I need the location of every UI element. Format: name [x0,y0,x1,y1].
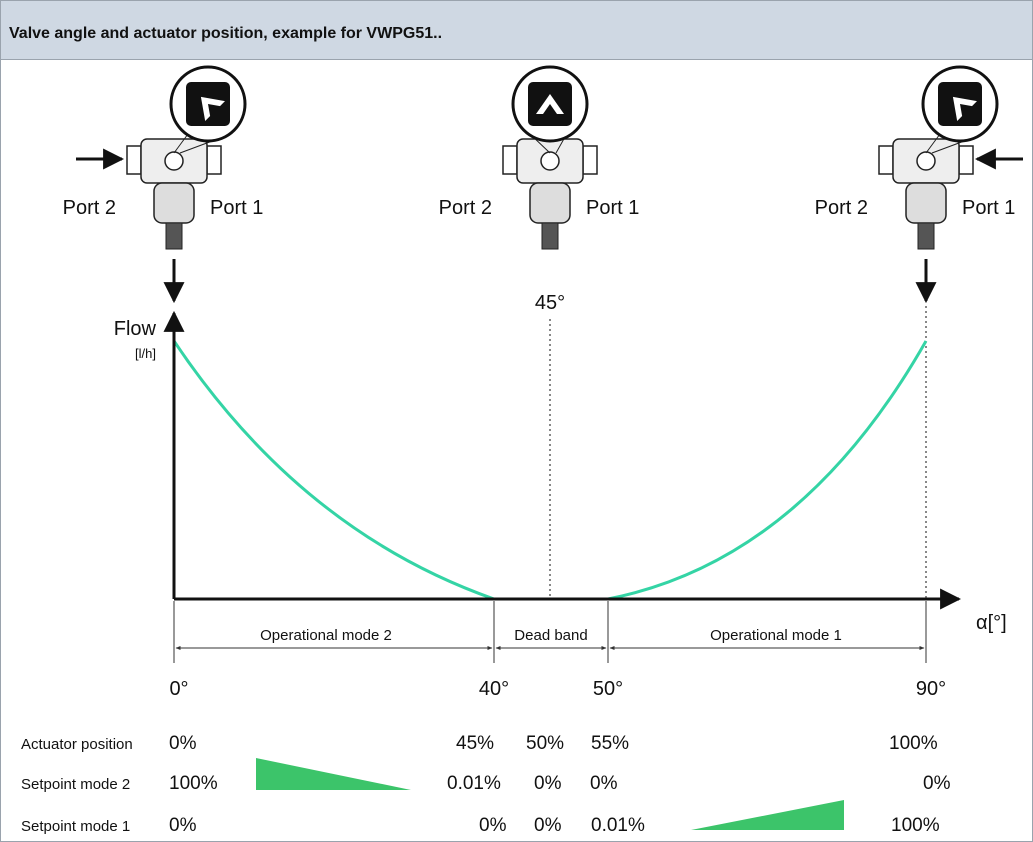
valve-stem [917,152,935,170]
row-label: Setpoint mode 2 [21,776,130,793]
row-value: 50% [526,733,564,754]
row-value: 0% [534,773,562,794]
valve-port [583,146,597,174]
valve-port [959,146,973,174]
valve-port [503,146,517,174]
valve-port [207,146,221,174]
valve: Port 2 Port 1 [439,67,640,249]
y-axis-label: Flow [114,318,157,340]
port-label: Port 1 [962,197,1015,219]
actuator [906,183,946,223]
row-value: 100% [889,733,938,754]
valve-port [127,146,141,174]
row-value: 0% [534,815,562,836]
actuator-knob [918,223,934,249]
row-value: 0.01% [591,815,645,836]
row-value: 100% [891,815,940,836]
header: Valve angle and actuator position, examp… [1,1,1032,60]
port-label: Port 2 [815,197,868,219]
region-label: Operational mode 1 [710,627,842,644]
port-label: Port 2 [63,197,116,219]
actuator-knob [542,223,558,249]
row-value: 45% [456,733,494,754]
region-label: Operational mode 2 [260,627,392,644]
valve-stem [541,152,559,170]
x-axis-label: α[°] [976,612,1007,634]
angle-tick-label: 90° [916,678,946,700]
angle-tick-label: 40° [479,678,509,700]
row-value: 100% [169,773,218,794]
valve-stem [165,152,183,170]
port-label: Port 2 [439,197,492,219]
y-axis-unit: [l/h] [135,346,156,361]
row-value: 0% [169,733,197,754]
row-value: 0% [479,815,507,836]
angle-marker: 45° [535,292,565,314]
angle-tick-label: 50° [593,678,623,700]
port-label: Port 1 [210,197,263,219]
frame: Valve angle and actuator position, examp… [0,0,1033,842]
angle-tick-label: 0° [169,678,188,700]
row-value: 55% [591,733,629,754]
port-label: Port 1 [586,197,639,219]
region-label: Dead band [514,627,587,644]
actuator-knob [166,223,182,249]
valve-port [879,146,893,174]
ramp-up [691,800,844,830]
row-value: 0% [169,815,197,836]
actuator [154,183,194,223]
row-label: Actuator position [21,736,133,753]
actuator [530,183,570,223]
row-value: 0% [923,773,951,794]
row-value: 0.01% [447,773,501,794]
row-value: 0% [590,773,618,794]
diagram: Port 2 Port 1 Port 2 Port 1 Port 2 Port 1 45° F… [1,60,1032,841]
ramp-down [256,758,411,790]
header-title: Valve angle and actuator position, examp… [9,25,442,43]
row-label: Setpoint mode 1 [21,818,130,835]
